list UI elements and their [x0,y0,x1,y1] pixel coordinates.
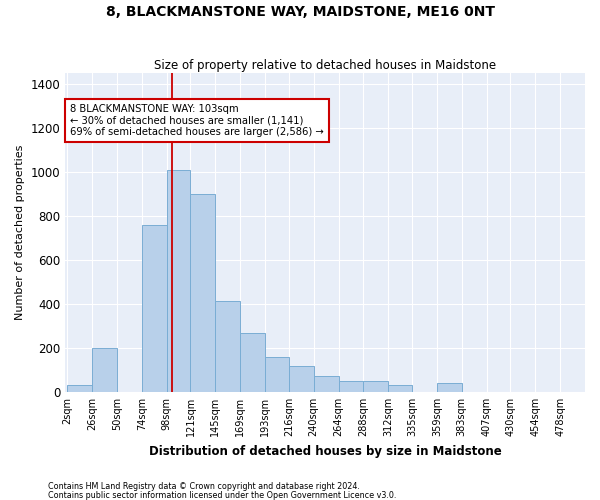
Text: Contains public sector information licensed under the Open Government Licence v3: Contains public sector information licen… [48,490,397,500]
Bar [338,381,364,392]
Bar [167,170,190,392]
Text: Contains HM Land Registry data © Crown copyright and database right 2024.: Contains HM Land Registry data © Crown c… [48,482,360,491]
Bar [92,348,117,392]
Bar [240,332,265,392]
Bar [142,225,167,392]
Bar [289,366,314,392]
Bar [190,194,215,392]
Y-axis label: Number of detached properties: Number of detached properties [15,145,25,320]
Text: 8, BLACKMANSTONE WAY, MAIDSTONE, ME16 0NT: 8, BLACKMANSTONE WAY, MAIDSTONE, ME16 0N… [106,5,494,19]
Text: 8 BLACKMANSTONE WAY: 103sqm
← 30% of detached houses are smaller (1,141)
69% of : 8 BLACKMANSTONE WAY: 103sqm ← 30% of det… [70,104,324,137]
Bar [265,357,289,392]
X-axis label: Distribution of detached houses by size in Maidstone: Distribution of detached houses by size … [149,444,502,458]
Bar [364,381,388,392]
Title: Size of property relative to detached houses in Maidstone: Size of property relative to detached ho… [154,59,496,72]
Bar [314,376,338,392]
Bar [215,301,240,392]
Bar [67,386,92,392]
Bar [437,384,462,392]
Bar [388,386,412,392]
